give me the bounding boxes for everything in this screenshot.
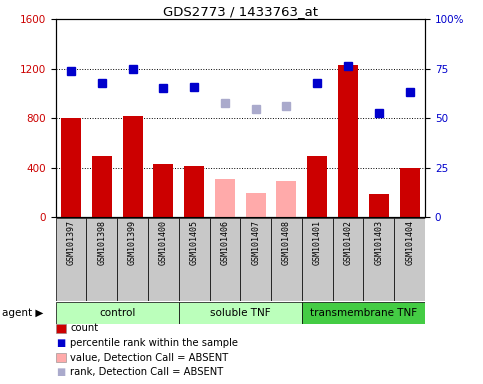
Bar: [307, 156, 327, 217]
Text: count: count: [70, 323, 98, 333]
Bar: [276, 181, 297, 217]
Text: GSM101397: GSM101397: [67, 220, 75, 265]
Text: ■: ■: [56, 367, 66, 377]
Text: GSM101407: GSM101407: [251, 220, 260, 265]
Bar: [56, 302, 179, 324]
Text: GSM101404: GSM101404: [405, 220, 414, 265]
Bar: [184, 166, 204, 217]
Text: agent ▶: agent ▶: [2, 308, 44, 318]
Text: soluble TNF: soluble TNF: [210, 308, 270, 318]
Bar: [369, 194, 389, 217]
Text: GSM101401: GSM101401: [313, 220, 322, 265]
Bar: [179, 218, 210, 301]
Text: transmembrane TNF: transmembrane TNF: [310, 308, 417, 318]
Bar: [338, 65, 358, 217]
Text: GSM101400: GSM101400: [159, 220, 168, 265]
Bar: [302, 218, 333, 301]
Bar: [364, 218, 394, 301]
Text: control: control: [99, 308, 135, 318]
Bar: [123, 116, 142, 217]
Bar: [215, 179, 235, 217]
Bar: [399, 167, 420, 217]
Bar: [86, 218, 117, 301]
Bar: [210, 218, 240, 301]
Bar: [333, 218, 364, 301]
Bar: [246, 194, 266, 217]
Text: ■: ■: [56, 338, 66, 348]
Bar: [148, 218, 179, 301]
Title: GDS2773 / 1433763_at: GDS2773 / 1433763_at: [163, 5, 318, 18]
Text: percentile rank within the sample: percentile rank within the sample: [70, 338, 238, 348]
Bar: [271, 218, 302, 301]
Text: GSM101406: GSM101406: [220, 220, 229, 265]
Text: GSM101403: GSM101403: [374, 220, 384, 265]
Bar: [240, 218, 271, 301]
Bar: [61, 118, 81, 217]
Text: GSM101408: GSM101408: [282, 220, 291, 265]
Bar: [179, 302, 302, 324]
Bar: [153, 164, 173, 217]
Text: value, Detection Call = ABSENT: value, Detection Call = ABSENT: [70, 353, 228, 362]
Text: GSM101398: GSM101398: [97, 220, 106, 265]
Bar: [302, 302, 425, 324]
Bar: [92, 156, 112, 217]
Text: GSM101405: GSM101405: [190, 220, 199, 265]
Text: GSM101402: GSM101402: [343, 220, 353, 265]
Bar: [56, 218, 86, 301]
Bar: [117, 218, 148, 301]
Text: rank, Detection Call = ABSENT: rank, Detection Call = ABSENT: [70, 367, 223, 377]
Text: GSM101399: GSM101399: [128, 220, 137, 265]
Bar: [394, 218, 425, 301]
